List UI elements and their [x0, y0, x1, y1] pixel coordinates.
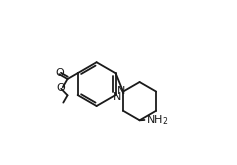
Text: N: N	[113, 92, 122, 102]
Text: NH$_2$: NH$_2$	[146, 113, 169, 127]
Text: O: O	[56, 83, 65, 93]
Text: N: N	[117, 86, 125, 96]
Text: O: O	[55, 67, 64, 78]
